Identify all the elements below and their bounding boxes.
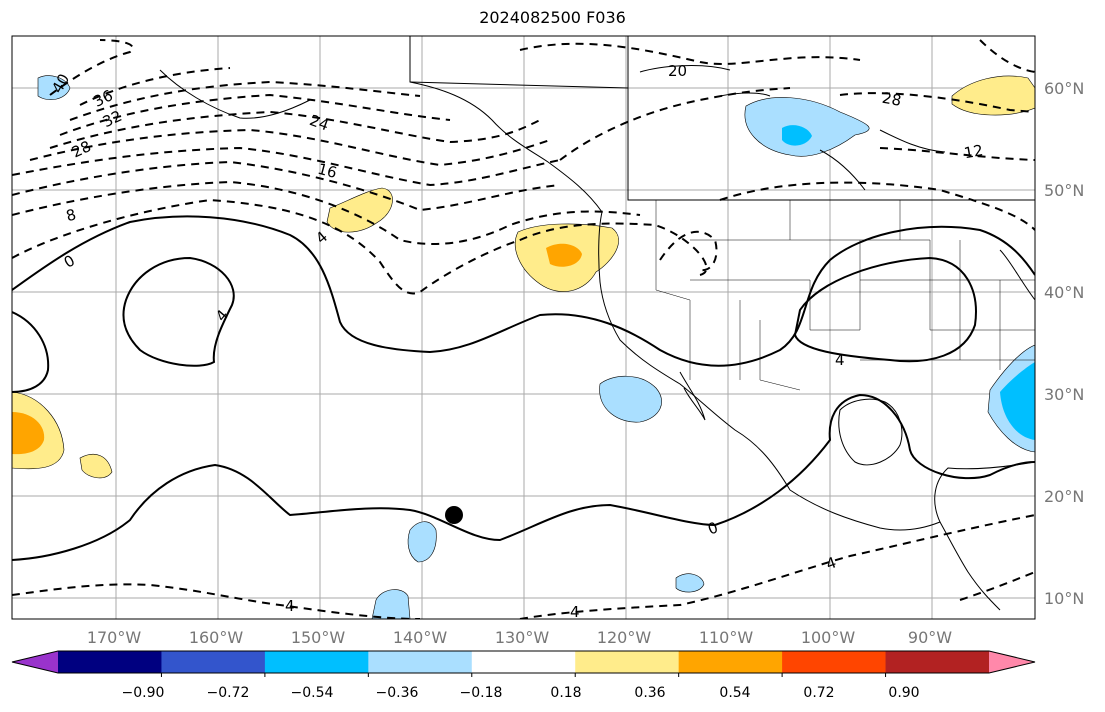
colorbar-segment [58, 651, 162, 673]
lat-label: 40°N [1044, 283, 1084, 302]
anomaly-patch-orange-pnw [546, 243, 582, 267]
contour-neg-24 [49, 110, 541, 149]
colorbar-tick-label: −0.90 [122, 685, 165, 701]
anomaly-patch-yellow-gulfak [326, 187, 393, 233]
contour-label: 20 [668, 62, 687, 80]
contour-4-east [793, 256, 977, 363]
anomaly-patch-blue-south1 [407, 521, 437, 563]
contour-label: 28 [881, 89, 903, 110]
colorbar-tick-label: 0.90 [888, 685, 919, 701]
map-title: 2024082500 F036 [479, 8, 626, 27]
shaded-anomalies [12, 75, 1035, 619]
lon-label: 140°W [393, 628, 448, 647]
colorbar-tick-label: −0.18 [460, 685, 503, 701]
lon-label: 170°W [87, 628, 142, 647]
lat-label: 50°N [1044, 181, 1084, 200]
colorbar-segment [575, 651, 680, 673]
contour-neg-8-east [719, 181, 1035, 231]
contour-neg-20-north [519, 42, 861, 65]
map-panel: 40 36 32 28 24 16 8 4 0 4 4 20 28 12 0 4… [11, 35, 1036, 621]
lat-label: 30°N [1044, 385, 1084, 404]
colorbar-tick-label: −0.72 [207, 685, 250, 701]
contour-neg-36 [79, 67, 231, 106]
colorbar-ticks: −0.90 −0.72 −0.54 −0.36 −0.18 0.18 0.36 … [122, 685, 920, 701]
colorbar-extend-low [12, 651, 58, 673]
gridlines [12, 36, 1035, 619]
colorbar [11, 650, 1036, 677]
contour-zero-north [12, 215, 1035, 367]
contour-label: 4 [570, 603, 580, 621]
latitude-labels: 60°N 50°N 40°N 30°N 20°N 10°N [1044, 79, 1084, 608]
contour-zero-west-loop [12, 311, 50, 393]
state-borders [655, 200, 1035, 391]
contour-neg-32 [69, 80, 421, 121]
anomaly-patch-cyan-florida [1000, 362, 1035, 440]
colorbar-tick-label: 0.72 [803, 685, 834, 701]
longitude-labels: 170°W 160°W 150°W 140°W 130°W 120°W 110°… [87, 628, 952, 647]
contour-lines [12, 39, 1035, 619]
colorbar-tick-label: 0.36 [634, 685, 665, 701]
lon-label: 130°W [495, 628, 550, 647]
lon-label: 160°W [189, 628, 244, 647]
colorbar-segment [782, 651, 887, 673]
contour-neg-4-north [12, 198, 708, 295]
contour-neg-4-southeast [519, 514, 1035, 619]
map-frame [11, 35, 1036, 620]
colorbar-segment [368, 651, 473, 673]
colorbar-tick-label: −0.54 [291, 685, 334, 701]
contour-neg-28 [59, 93, 451, 136]
lon-label: 120°W [597, 628, 652, 647]
anomaly-patch-orange-west [12, 412, 45, 455]
anomaly-patch-blue-canada [744, 97, 870, 157]
colorbar-extend-high [989, 651, 1035, 673]
colorbar-segment [264, 651, 369, 673]
contour-neg-12b [979, 39, 1035, 73]
colorbar-outline [11, 650, 1036, 674]
lat-label: 20°N [1044, 487, 1084, 506]
contour-neg-28-east [839, 92, 1035, 113]
lon-label: 90°W [908, 628, 952, 647]
colorbar-tick-label: 0.18 [550, 685, 581, 701]
anomaly-patch-yellow-small [79, 454, 113, 479]
colorbar-tick-label: −0.36 [376, 685, 419, 701]
colorbar-tick-label: 0.54 [719, 685, 750, 701]
lat-label: 60°N [1044, 79, 1084, 98]
contour-neg-16-mid [559, 87, 791, 161]
contour-neg-12-east [879, 147, 1035, 161]
contour-neg-8 [12, 180, 641, 246]
coastlines [159, 36, 1035, 611]
anomaly-patch-blue-baja [599, 375, 662, 423]
contour-neg-40 [49, 39, 134, 96]
anomaly-patch-yellow-labrador [951, 75, 1035, 116]
contour-neg-8-southeast [959, 571, 1035, 601]
colorbar-segment [885, 651, 990, 673]
contour-label: 16 [316, 160, 339, 182]
lon-label: 150°W [291, 628, 346, 647]
colorbar-segment [161, 651, 266, 673]
contour-neg-20a [29, 128, 551, 167]
anomaly-patch-blue-south3 [675, 573, 705, 593]
lon-label: 100°W [801, 628, 856, 647]
contour-label: 24 [307, 111, 331, 134]
contour-label: 8 [64, 205, 78, 225]
marker-dot [445, 506, 463, 524]
anomaly-patch-blue-south2 [371, 589, 411, 619]
anomaly-patch-blue-alaska [37, 75, 71, 101]
colorbar-segment [678, 651, 783, 673]
contour-neg-12a [12, 160, 561, 212]
contour-4-west [122, 256, 235, 367]
lon-label: 110°W [699, 628, 754, 647]
contour-label: 4 [285, 597, 295, 615]
contour-neg-16 [12, 146, 561, 187]
contour-label: 12 [963, 141, 985, 162]
colorbar-segment [471, 651, 576, 673]
contour-label: 4 [835, 351, 845, 369]
contour-zero-south [12, 393, 1035, 561]
lat-label: 10°N [1044, 589, 1084, 608]
anomaly-patch-cyan-canada [782, 125, 812, 146]
